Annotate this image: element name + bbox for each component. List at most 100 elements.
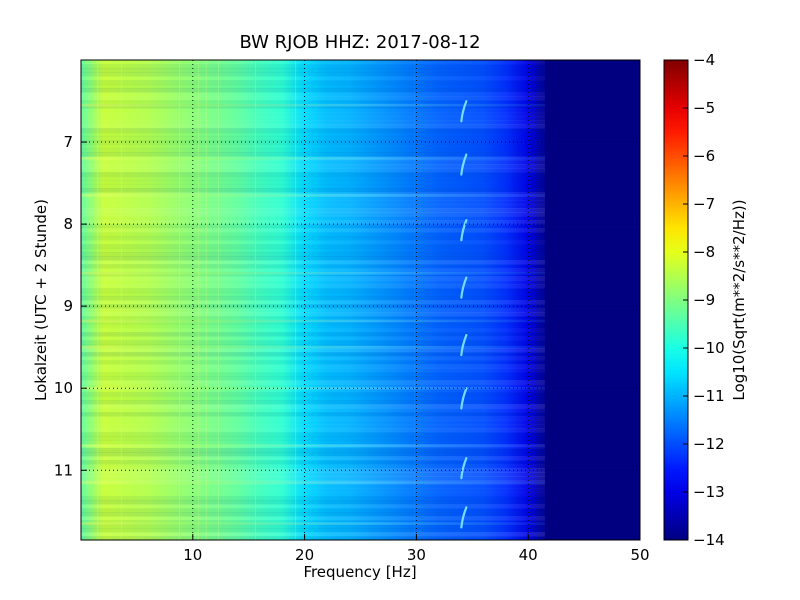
colorbar: −4 −5 −6 −7 −8 −9 −10 −11 −12 −13 −14 [663, 51, 725, 549]
spectrogram-row-texture [81, 76, 545, 81]
spectrogram-row-texture [81, 288, 545, 293]
spectrogram-row-texture [81, 324, 545, 329]
spectrogram-row-texture [81, 140, 545, 145]
spectrogram-row-texture [81, 280, 545, 285]
spectrogram-row-texture [81, 260, 545, 265]
spectrogram-row-texture [81, 356, 545, 361]
spectrogram-row-texture [81, 248, 545, 253]
spectrogram-row-texture [81, 252, 545, 257]
spectrogram-row-texture [81, 64, 545, 69]
spectrogram-row-texture [81, 336, 545, 341]
spectrogram-row-texture [81, 300, 545, 305]
spectrogram-row-texture [81, 308, 545, 313]
spectrogram-row-texture [81, 208, 545, 213]
spectrogram-row-texture [81, 448, 545, 453]
spectrogram-row-texture [81, 372, 545, 377]
x-tick-label: 20 [295, 546, 314, 564]
spectrogram-row-texture [81, 400, 545, 405]
spectrogram-row-texture [81, 116, 545, 121]
spectrogram-row-texture [81, 228, 545, 233]
spectrogram-row-texture [81, 392, 545, 397]
spectrogram-row-texture [81, 296, 545, 301]
spectrogram-row-texture [81, 432, 545, 437]
spectrogram-row-texture [81, 368, 545, 373]
narrowband-feature-mark [460, 457, 468, 480]
spectrogram-row-texture [81, 428, 545, 433]
y-tick-label: 9 [63, 297, 73, 315]
spectrogram-row-texture [81, 188, 545, 193]
spectrogram-row-texture [81, 396, 545, 401]
spectrogram-row-texture [81, 92, 545, 97]
spectrogram-row-texture [81, 472, 545, 477]
spectrogram-row-texture [81, 120, 545, 125]
spectrogram-row-texture [81, 96, 545, 101]
y-tick-label: 7 [63, 133, 73, 151]
spectrogram-row-texture [81, 60, 545, 65]
spectrogram-row-texture [81, 152, 545, 157]
spectrogram-row-texture [81, 460, 545, 465]
spectrogram-row-texture [81, 180, 545, 185]
spectrogram-row-texture [81, 136, 545, 141]
spectrogram-row-texture [81, 420, 545, 425]
colorbar-tick-label: −8 [693, 243, 715, 261]
spectrogram-row-texture [81, 112, 545, 117]
spectrogram-row-texture [81, 348, 545, 353]
spectrogram-row-texture [81, 332, 545, 337]
spectrogram-row-texture [81, 68, 545, 73]
x-tick-label: 30 [407, 546, 426, 564]
colorbar-tick-label: −9 [693, 291, 715, 309]
narrowband-feature-mark [460, 153, 468, 176]
y-axis-label: Lokalzeit (UTC + 2 Stunde) [32, 199, 50, 401]
spectrogram-row-texture [81, 216, 545, 221]
colorbar-tick-label: −12 [693, 435, 725, 453]
horizontal-band [81, 103, 557, 107]
narrowband-feature-mark [460, 506, 468, 529]
spectrogram-row-texture [81, 492, 545, 497]
spectrogram-row-texture [81, 84, 545, 89]
spectrogram-row-texture [81, 516, 545, 521]
spectrogram-row-texture [81, 100, 545, 105]
spectrogram-row-texture [81, 168, 545, 173]
spectrogram-row-texture [81, 268, 545, 273]
spectrogram-row-texture [81, 484, 545, 489]
plot-frame [80, 59, 641, 541]
spectrogram-row-texture [81, 364, 545, 369]
spectrogram-row-texture [81, 340, 545, 345]
low-power-region [544, 60, 640, 540]
spectrogram-row-texture [81, 376, 545, 381]
narrowband-feature-mark [460, 276, 468, 299]
spectrogram-row-texture [81, 224, 545, 229]
plot-area [81, 60, 640, 541]
spectrogram-row-texture [81, 456, 545, 461]
spectrogram-row-texture [81, 468, 545, 473]
horizontal-band [81, 481, 557, 484]
spectrogram-row-texture [81, 212, 545, 217]
spectrogram-row-texture [81, 508, 545, 513]
colorbar-tick-label: −11 [693, 387, 725, 405]
spectrogram-row-texture [81, 164, 545, 169]
chart-title: BW RJOB HHZ: 2017-08-12 [239, 32, 480, 53]
colorbar-tick-label: −5 [693, 99, 715, 117]
spectrogram-row-texture [81, 416, 545, 421]
spectrogram-row-texture [81, 256, 545, 261]
spectrogram-row-texture [81, 244, 545, 249]
spectrogram-row-texture [81, 172, 545, 177]
spectrogram-row-texture [81, 240, 545, 245]
horizontal-band [81, 194, 557, 197]
spectrogram-row-texture [81, 204, 545, 209]
spectrogram-row-texture [81, 488, 545, 493]
spectrogram-row-texture [81, 88, 545, 93]
spectrogram-row-texture [81, 512, 545, 517]
narrowband-feature-mark [460, 219, 468, 242]
spectrogram-row-texture [81, 108, 545, 113]
spectrogram-row-texture [81, 80, 545, 85]
y-tick-label: 8 [63, 215, 73, 233]
colorbar-tick-label: −13 [693, 483, 725, 501]
x-tick-label: 10 [183, 546, 202, 564]
spectrogram-row-texture [81, 528, 545, 533]
spectrogram-row-texture [81, 236, 545, 241]
spectrogram-row-texture [81, 200, 545, 205]
y-tick-label: 11 [54, 461, 73, 479]
spectrogram-row-texture [81, 412, 545, 417]
spectrogram-row-texture [81, 380, 545, 385]
